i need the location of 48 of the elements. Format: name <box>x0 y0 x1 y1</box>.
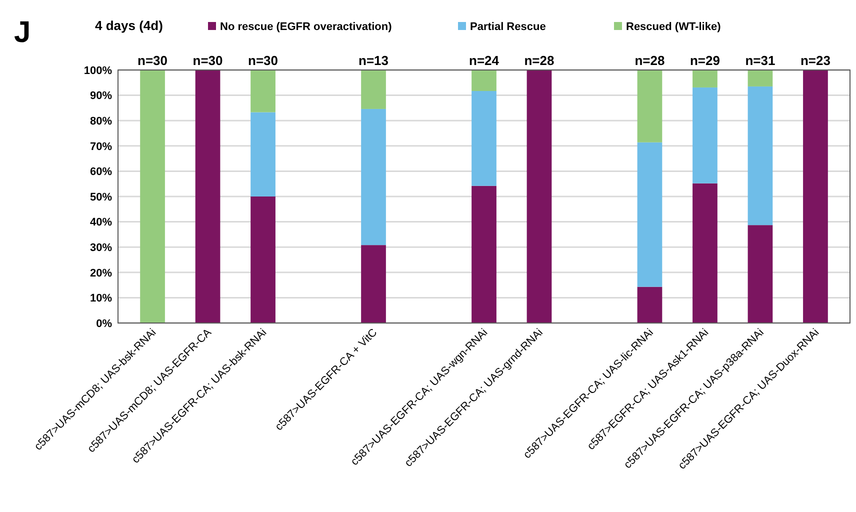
bar <box>637 70 662 142</box>
y-tick-label: 60% <box>90 166 112 178</box>
bar <box>472 70 496 91</box>
bar <box>692 87 718 184</box>
annotation: n=28 <box>634 53 665 68</box>
legend-label: Partial Rescue <box>470 21 546 33</box>
text: J <box>14 16 31 49</box>
y-tick-label: 30% <box>90 242 112 254</box>
bar <box>748 86 773 226</box>
annotation: n=23 <box>800 53 830 68</box>
bar <box>637 286 662 323</box>
annotation: n=29 <box>690 53 720 68</box>
y-tick-label: 90% <box>90 90 112 102</box>
y-tick-label: 70% <box>90 140 112 153</box>
bar <box>803 70 828 323</box>
legend-label: No rescue (EGFR overactivation) <box>220 21 392 33</box>
bar <box>140 70 165 323</box>
bar <box>361 70 386 109</box>
bar <box>250 196 276 323</box>
bar <box>748 70 773 86</box>
y-tick-label: 80% <box>90 115 112 128</box>
bar <box>748 225 773 323</box>
bar <box>472 91 496 186</box>
legend-label: Rescued (WT-like) <box>626 21 722 33</box>
chart-title: 4 days (4d) <box>95 18 163 33</box>
y-tick-label: 40% <box>90 216 112 229</box>
annotation: n=28 <box>524 53 554 68</box>
annotation: n=30 <box>138 53 168 68</box>
annotation: n=30 <box>192 53 223 68</box>
bar <box>472 186 496 323</box>
bar <box>692 70 718 88</box>
bar <box>637 142 662 287</box>
bar <box>361 245 386 323</box>
annotation: n=24 <box>469 53 500 68</box>
bar <box>250 112 276 196</box>
annotation: n=30 <box>248 53 278 68</box>
bar <box>526 70 552 323</box>
y-tick-label: 50% <box>90 191 112 204</box>
y-tick-label: 0% <box>96 318 112 330</box>
bar <box>250 70 276 112</box>
y-tick-label: 10% <box>90 292 112 305</box>
y-tick-label: 100% <box>84 64 112 77</box>
y-tick-label: 20% <box>90 267 112 280</box>
bar <box>692 183 718 323</box>
annotation: n=31 <box>745 53 776 68</box>
bar <box>361 108 386 246</box>
annotation: n=13 <box>358 53 389 68</box>
bar <box>195 70 220 323</box>
